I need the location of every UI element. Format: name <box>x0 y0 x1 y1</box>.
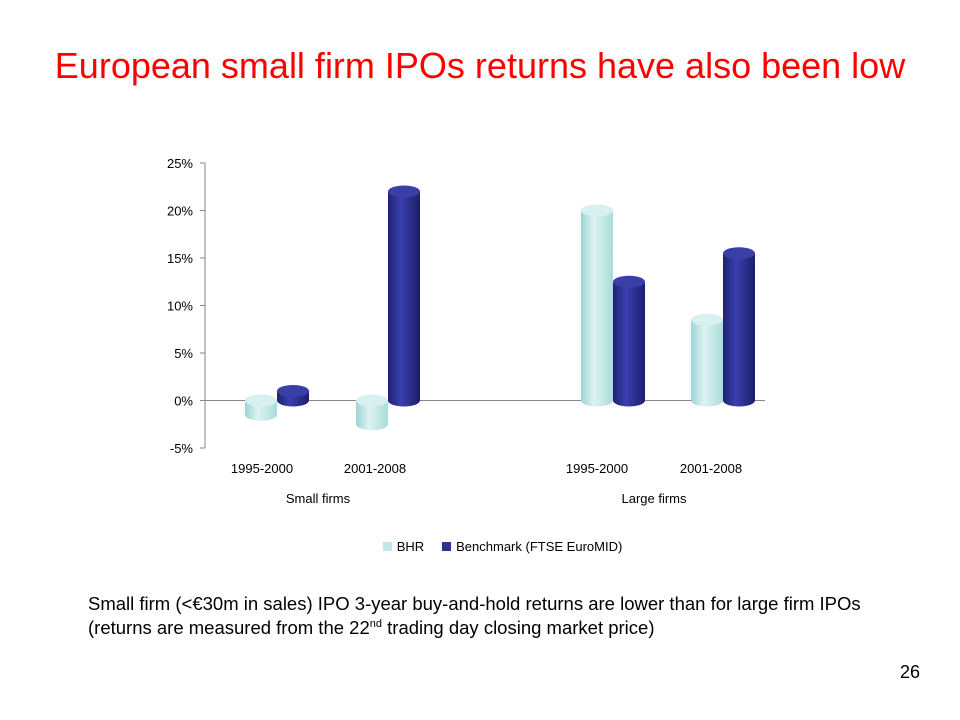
caption-text-1: Small firm (<€30m in sales) IPO 3-year b… <box>88 593 861 638</box>
x-category-label: 2001-2008 <box>680 461 742 476</box>
y-tick-label: 0% <box>174 394 193 409</box>
page-number: 26 <box>899 662 920 682</box>
bar-bhr-0-cap <box>245 394 277 407</box>
legend-label-benchmark: Benchmark (FTSE EuroMID) <box>456 539 623 554</box>
bar-benchmark-3 <box>723 247 755 407</box>
slide-caption: Small firm (<€30m in sales) IPO 3-year b… <box>88 592 908 640</box>
bar-benchmark-2-cap <box>613 275 645 288</box>
y-tick-label: 10% <box>167 299 193 314</box>
x-category-label: 2001-2008 <box>344 461 406 476</box>
bar-benchmark-0-cap <box>277 385 309 397</box>
bar-bhr-1-cap <box>356 394 388 407</box>
bar-bhr-2-body <box>581 210 613 407</box>
legend-item-bhr: BHR <box>382 539 425 554</box>
legend-item-benchmark: Benchmark (FTSE EuroMID) <box>442 539 622 554</box>
legend-label-bhr: BHR <box>396 539 425 554</box>
bar-bhr-0 <box>245 394 277 421</box>
x-category-label: 1995-2000 <box>231 461 293 476</box>
bar-bhr-1-body <box>356 400 388 431</box>
caption-superscript: nd <box>369 617 382 630</box>
bar-benchmark-0 <box>277 385 309 407</box>
legend-swatch-benchmark <box>442 542 452 551</box>
bar-benchmark-2-body <box>613 281 645 407</box>
y-tick-label: 20% <box>167 204 193 219</box>
legend-swatch-bhr <box>382 542 392 551</box>
bar-bhr-2 <box>581 204 613 407</box>
bar-bhr-3-body <box>691 319 723 407</box>
x-group-label: Large firms <box>621 491 687 506</box>
bar-benchmark-3-body <box>723 253 755 407</box>
bar-benchmark-1-body <box>388 191 420 407</box>
y-tick-label: 25% <box>167 156 193 171</box>
y-tick-label: 15% <box>167 251 193 266</box>
bar-benchmark-3-cap <box>723 247 755 260</box>
chart-legend: BHR Benchmark (FTSE EuroMID) <box>0 539 960 554</box>
bar-bhr-1 <box>356 394 388 431</box>
bar-benchmark-1 <box>388 185 420 407</box>
bar-bhr-2-cap <box>581 204 613 217</box>
y-tick-label: -5% <box>170 441 194 456</box>
bar-benchmark-2 <box>613 275 645 407</box>
bar-benchmark-1-cap <box>388 185 420 198</box>
bar-bhr-3 <box>691 313 723 407</box>
bar-bhr-3-cap <box>691 313 723 326</box>
caption-text-2: trading day closing market price) <box>382 617 655 638</box>
x-group-label: Small firms <box>286 491 351 506</box>
y-tick-label: 5% <box>174 346 193 361</box>
slide-title: European small firm IPOs returns have al… <box>54 45 906 86</box>
x-category-label: 1995-2000 <box>566 461 628 476</box>
